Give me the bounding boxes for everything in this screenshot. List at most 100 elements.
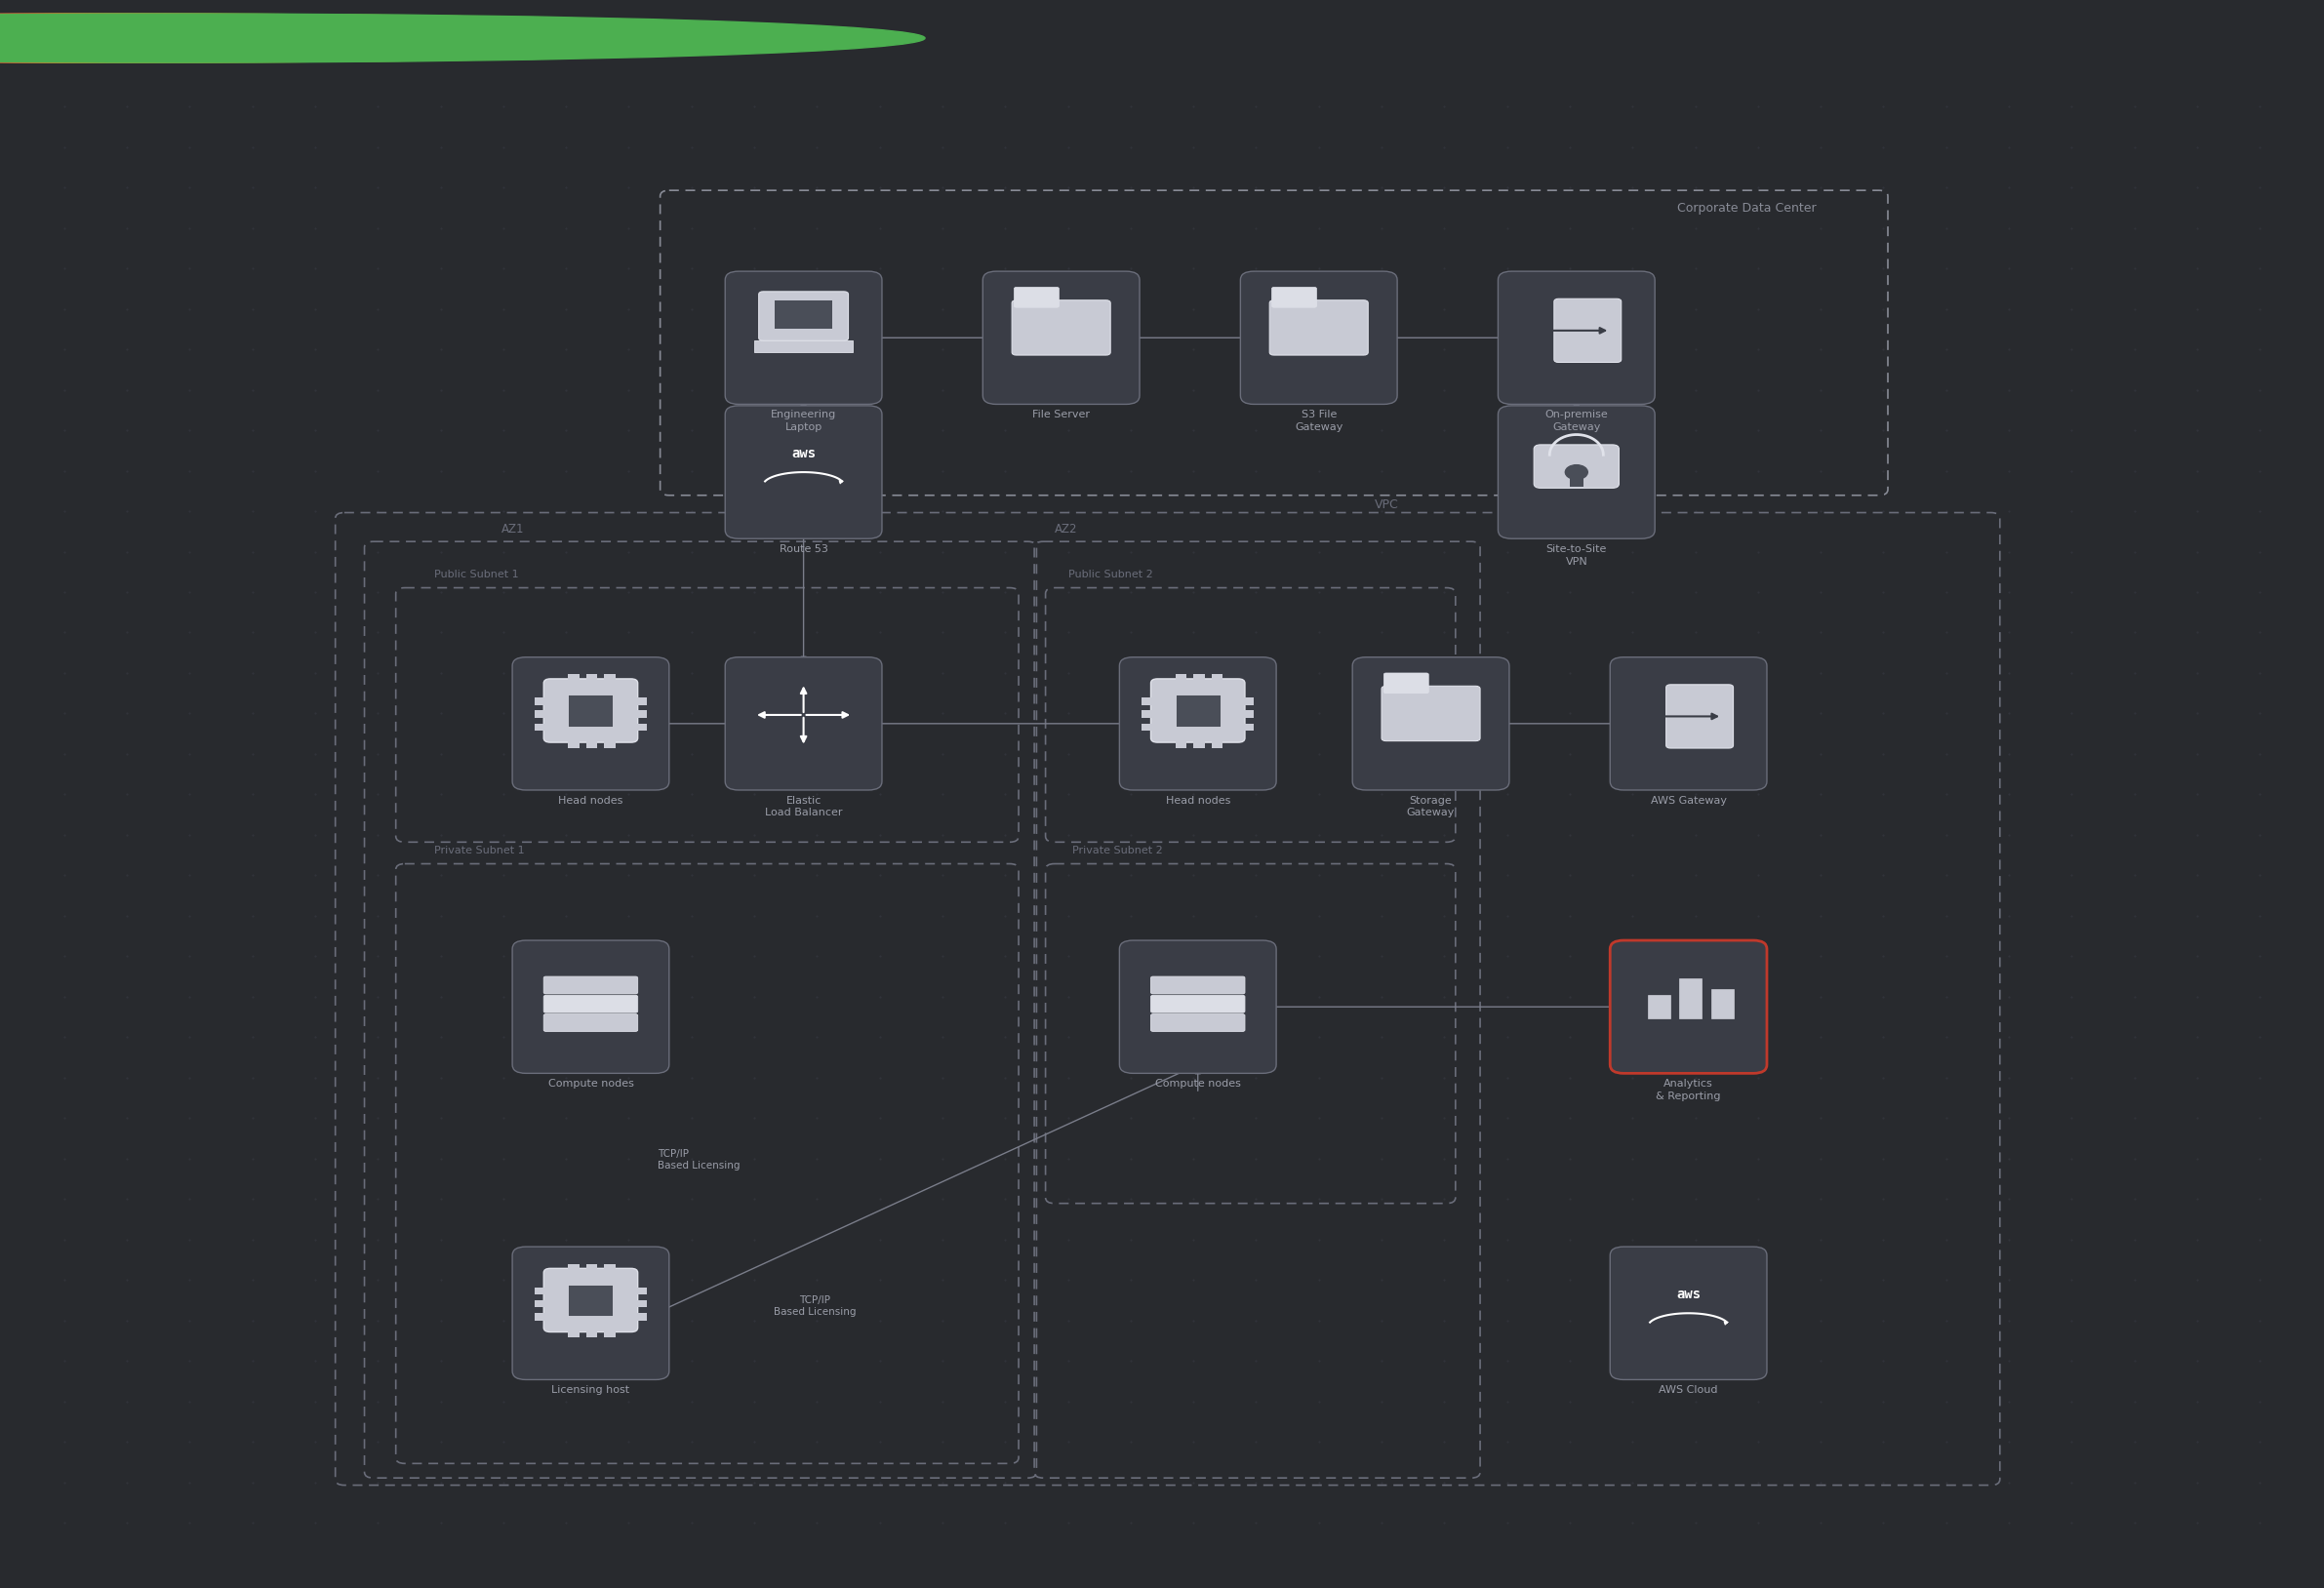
- FancyBboxPatch shape: [1241, 272, 1397, 405]
- Bar: [1710, 989, 1734, 1018]
- Text: AWS Gateway: AWS Gateway: [1650, 796, 1727, 805]
- Bar: [1680, 978, 1701, 1018]
- Bar: [586, 675, 597, 684]
- Text: Storage
Gateway: Storage Gateway: [1406, 796, 1455, 818]
- Text: AZ1: AZ1: [502, 522, 523, 535]
- Bar: [632, 724, 646, 730]
- Text: Corporate Data Center: Corporate Data Center: [1678, 202, 1817, 214]
- Bar: [632, 710, 646, 718]
- Text: Engineering
Laptop: Engineering Laptop: [772, 410, 837, 432]
- FancyBboxPatch shape: [569, 694, 614, 726]
- FancyBboxPatch shape: [1150, 1015, 1246, 1032]
- FancyBboxPatch shape: [1383, 673, 1429, 694]
- Text: S3 File
Gateway: S3 File Gateway: [1294, 410, 1343, 432]
- Text: Head nodes: Head nodes: [1164, 796, 1229, 805]
- Text: Private Subnet 1: Private Subnet 1: [435, 845, 525, 854]
- FancyBboxPatch shape: [511, 657, 669, 791]
- FancyBboxPatch shape: [1176, 694, 1220, 726]
- Bar: [604, 1264, 616, 1274]
- Bar: [632, 1301, 646, 1307]
- Text: Licensing host: Licensing host: [551, 1385, 630, 1396]
- Text: File Server: File Server: [1032, 410, 1090, 419]
- Text: VPC: VPC: [1376, 499, 1399, 511]
- FancyBboxPatch shape: [1611, 940, 1766, 1073]
- Bar: [586, 1264, 597, 1274]
- Bar: [604, 738, 616, 748]
- FancyBboxPatch shape: [725, 405, 881, 538]
- FancyBboxPatch shape: [1380, 686, 1480, 742]
- FancyBboxPatch shape: [1120, 657, 1276, 791]
- Circle shape: [0, 14, 925, 62]
- Text: TCP/IP
Based Licensing: TCP/IP Based Licensing: [658, 1150, 741, 1170]
- FancyBboxPatch shape: [511, 940, 669, 1073]
- Text: aws: aws: [1676, 1288, 1701, 1301]
- Text: Site-to-Site
VPN: Site-to-Site VPN: [1545, 545, 1606, 567]
- Text: Public Subnet 1: Public Subnet 1: [435, 570, 518, 580]
- Bar: [535, 697, 551, 705]
- Text: Compute nodes: Compute nodes: [1155, 1080, 1241, 1089]
- Bar: [1569, 472, 1583, 486]
- FancyBboxPatch shape: [1555, 299, 1622, 362]
- Text: Compute nodes: Compute nodes: [548, 1080, 634, 1089]
- Bar: [604, 675, 616, 684]
- FancyBboxPatch shape: [1150, 678, 1246, 742]
- Text: Elastic
Load Balancer: Elastic Load Balancer: [765, 796, 841, 818]
- Bar: [569, 1328, 579, 1337]
- Text: On-premise
Gateway: On-premise Gateway: [1545, 410, 1608, 432]
- Bar: [1211, 675, 1222, 684]
- Text: AZ2: AZ2: [1055, 522, 1078, 535]
- FancyBboxPatch shape: [1150, 977, 1246, 994]
- Bar: [1141, 710, 1157, 718]
- FancyBboxPatch shape: [1271, 287, 1318, 308]
- Bar: [1648, 996, 1671, 1018]
- FancyBboxPatch shape: [1611, 657, 1766, 791]
- FancyBboxPatch shape: [1499, 405, 1655, 538]
- Bar: [569, 675, 579, 684]
- FancyBboxPatch shape: [1611, 1247, 1766, 1380]
- FancyBboxPatch shape: [725, 272, 881, 405]
- FancyBboxPatch shape: [1534, 445, 1620, 488]
- Text: AWS Cloud: AWS Cloud: [1659, 1385, 1717, 1396]
- FancyBboxPatch shape: [983, 272, 1139, 405]
- Text: Public Subnet 2: Public Subnet 2: [1069, 570, 1153, 580]
- Bar: [1211, 738, 1222, 748]
- FancyBboxPatch shape: [569, 1285, 614, 1316]
- FancyBboxPatch shape: [544, 977, 637, 994]
- FancyBboxPatch shape: [544, 996, 637, 1013]
- FancyBboxPatch shape: [1013, 287, 1060, 308]
- FancyBboxPatch shape: [755, 341, 853, 353]
- Text: Analytics
& Reporting: Analytics & Reporting: [1657, 1080, 1720, 1100]
- Bar: [1141, 697, 1157, 705]
- Circle shape: [0, 14, 878, 62]
- Bar: [586, 738, 597, 748]
- FancyBboxPatch shape: [1353, 657, 1508, 791]
- FancyBboxPatch shape: [544, 678, 637, 742]
- Text: Route 53: Route 53: [779, 545, 827, 554]
- Bar: [1176, 675, 1188, 684]
- Bar: [1239, 697, 1255, 705]
- FancyBboxPatch shape: [511, 1247, 669, 1380]
- Circle shape: [0, 14, 832, 62]
- Bar: [1239, 724, 1255, 730]
- Bar: [1192, 675, 1204, 684]
- FancyBboxPatch shape: [758, 292, 848, 341]
- Bar: [632, 1288, 646, 1294]
- Bar: [535, 710, 551, 718]
- Bar: [1239, 710, 1255, 718]
- Text: TCP/IP
Based Licensing: TCP/IP Based Licensing: [774, 1296, 855, 1316]
- FancyBboxPatch shape: [544, 1015, 637, 1032]
- Bar: [535, 724, 551, 730]
- Text: aws: aws: [790, 446, 816, 461]
- Bar: [632, 697, 646, 705]
- Bar: [535, 1301, 551, 1307]
- Text: Head nodes: Head nodes: [558, 796, 623, 805]
- Bar: [604, 1328, 616, 1337]
- Bar: [1141, 724, 1157, 730]
- FancyBboxPatch shape: [1269, 300, 1369, 356]
- FancyBboxPatch shape: [1666, 684, 1734, 748]
- FancyBboxPatch shape: [1011, 300, 1111, 356]
- Bar: [569, 1264, 579, 1274]
- Bar: [586, 1328, 597, 1337]
- FancyBboxPatch shape: [1499, 272, 1655, 405]
- Bar: [1192, 738, 1204, 748]
